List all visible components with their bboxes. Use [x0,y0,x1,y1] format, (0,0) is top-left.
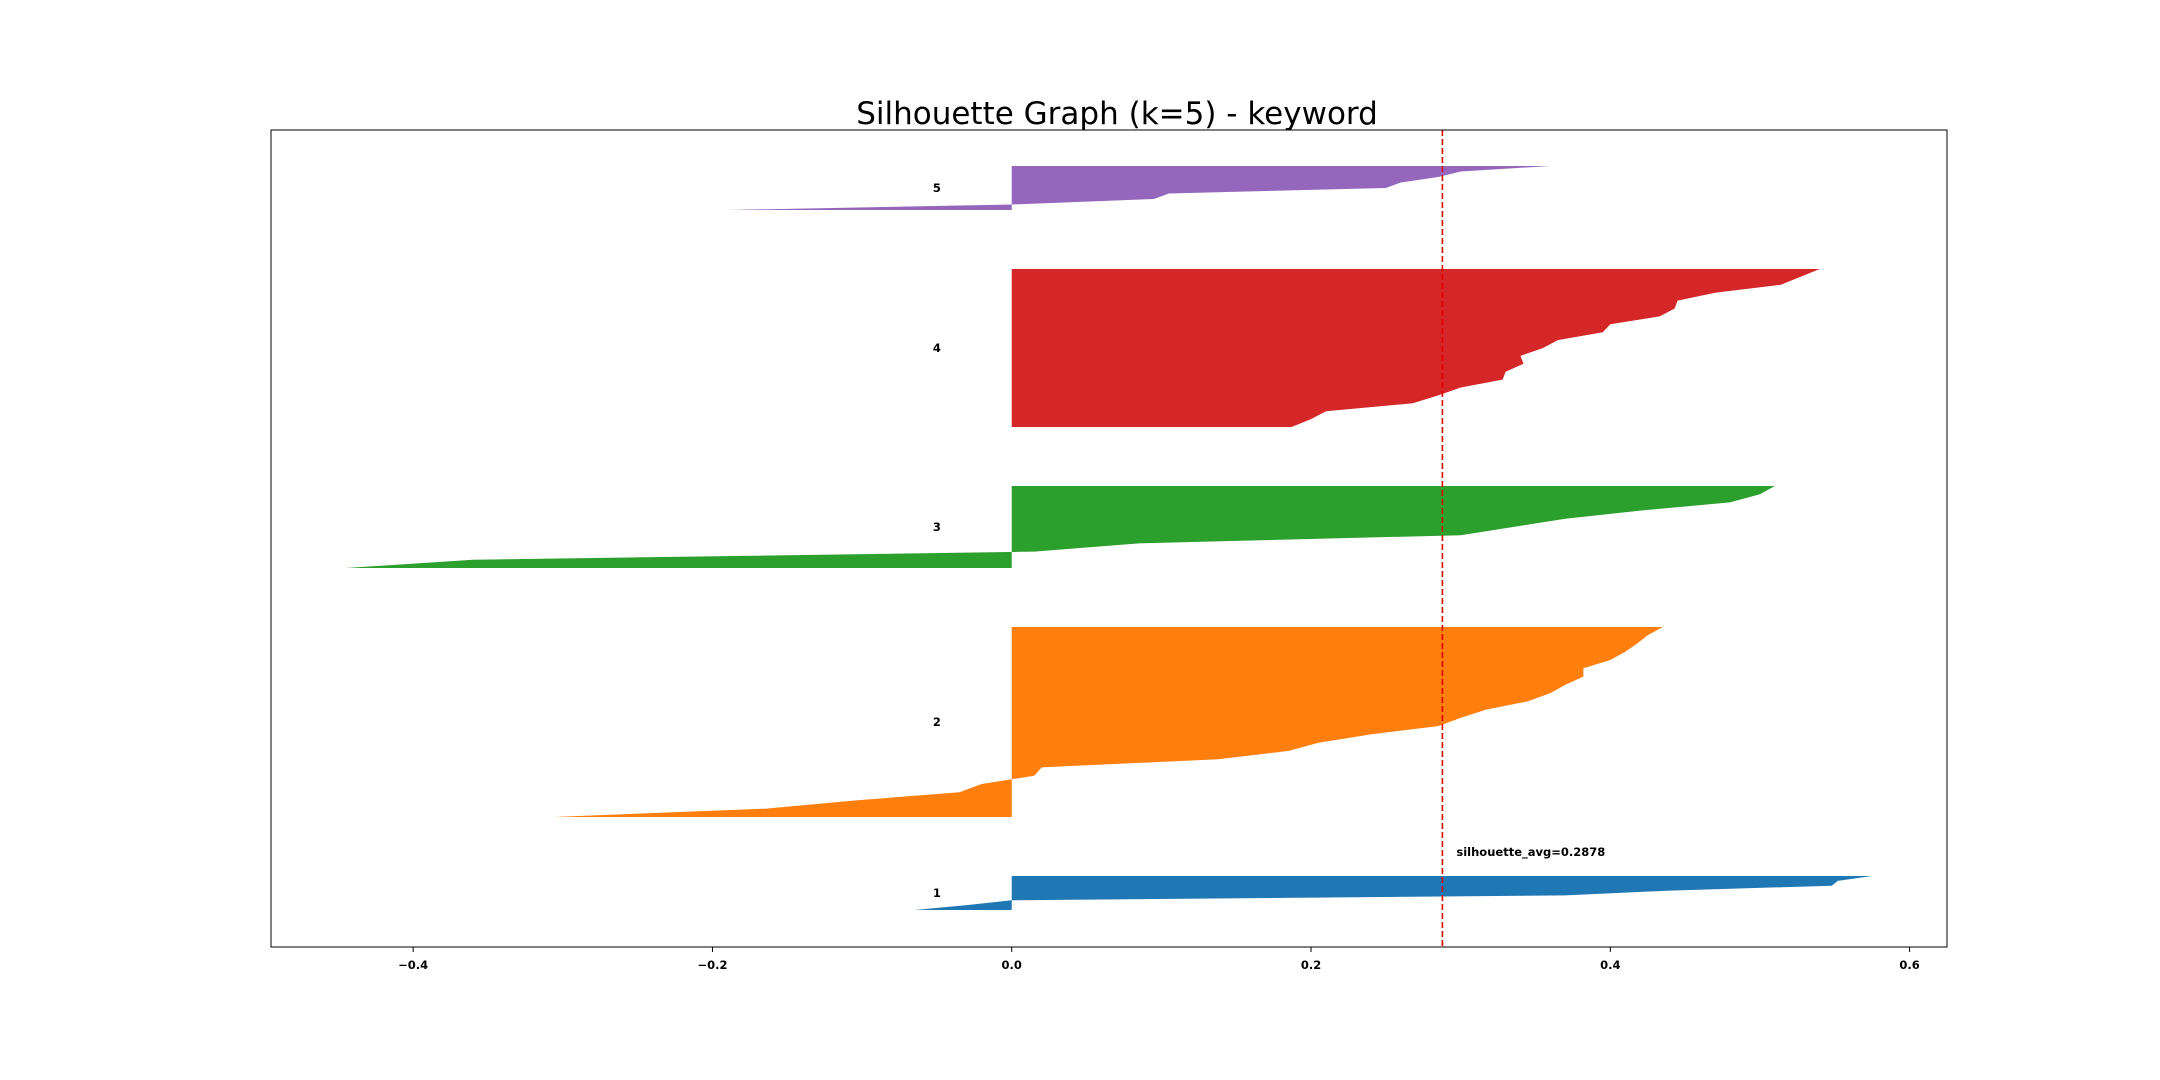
x-tick-label: 0.6 [1899,958,1919,972]
cluster-5-label: 5 [933,181,941,195]
cluster-4-label: 4 [933,341,941,355]
x-tick-label: 0.0 [1002,958,1022,972]
x-tick-label: −0.2 [697,958,727,972]
cluster-5-silhouette [727,166,1551,210]
cluster-1-silhouette [914,876,1873,910]
x-tick-label: 0.4 [1600,958,1620,972]
cluster-1-label: 1 [933,886,941,900]
x-tick-label: −0.4 [398,958,428,972]
x-tick-label: 0.2 [1301,958,1321,972]
cluster-4-silhouette [1011,269,1820,427]
cluster-layer: 1 2 3 4 5 [345,166,1873,910]
chart-title: Silhouette Graph (k=5) - keyword [856,96,1378,132]
x-axis-ticks: −0.4 −0.2 0.0 0.2 0.4 0.6 [398,947,1920,972]
cluster-3-label: 3 [933,520,941,534]
plot-frame [270,129,1948,948]
cluster-2-silhouette [553,627,1663,817]
silhouette-average-label: silhouette_avg=0.2878 [1456,845,1605,860]
cluster-2-label: 2 [933,715,941,729]
cluster-3-silhouette [345,486,1775,568]
